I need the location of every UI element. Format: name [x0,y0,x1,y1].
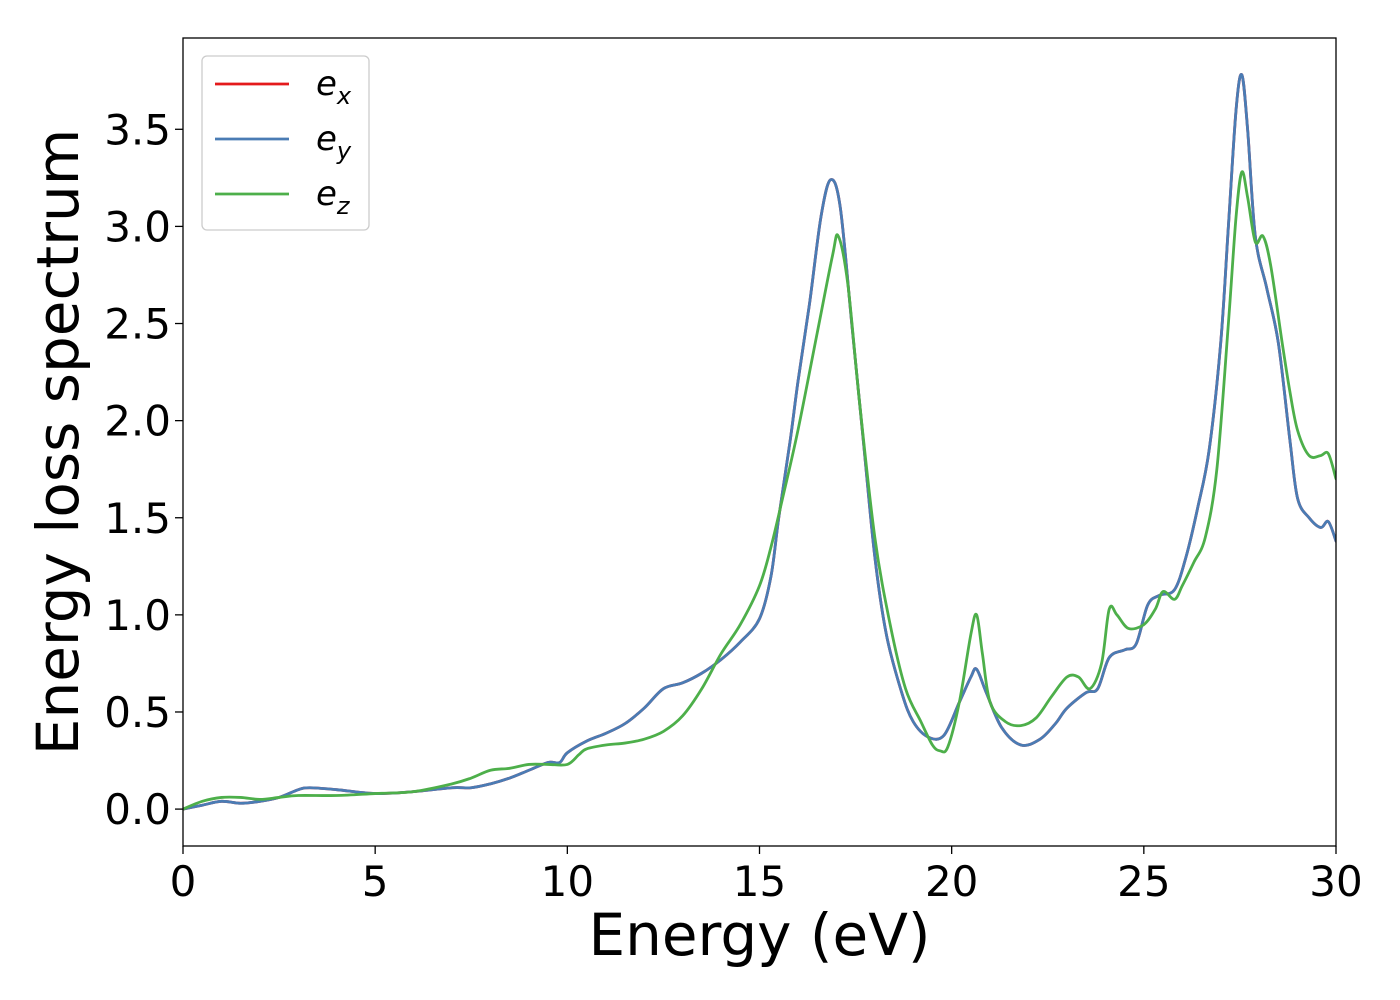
legend-label-y: ey [316,119,352,165]
x-axis-label: Energy (eV) [588,901,930,969]
y-tick-label: 3.0 [104,202,171,251]
x-tick-label: 10 [541,857,594,906]
x-tick-label: 20 [925,857,978,906]
x-tick-label: 15 [733,857,786,906]
x-tick-label: 30 [1309,857,1362,906]
legend-label-base: e [316,174,337,214]
legend-label-subscript: z [336,192,351,220]
x-tick-label: 25 [1117,857,1170,906]
legend-label-subscript: x [336,82,352,110]
y-tick-label: 0.0 [104,785,171,834]
legend-label-base: e [316,64,337,104]
y-axis-label: Energy loss spectrum [24,129,92,755]
series-line-y [183,73,1336,811]
y-tick-label: 1.5 [104,494,171,543]
series-line-z [183,170,1336,811]
y-tick-label: 2.0 [104,397,171,446]
x-tick-label: 0 [170,857,197,906]
legend-box [201,55,370,231]
y-axis: 0.0 0.5 1.0 1.5 2.0 2.5 3.0 3.5 [104,105,183,834]
y-tick-label: 0.5 [104,688,171,737]
legend-label-subscript: y [336,137,352,165]
y-tick-label: 1.0 [104,591,171,640]
legend-label-x: ex [316,64,352,110]
legend-label-base: e [316,119,337,159]
x-tick-label: 5 [362,857,389,906]
series-lines [183,73,1336,811]
x-axis: 0 5 10 15 20 25 30 [170,846,1363,906]
y-tick-label: 3.5 [104,105,171,154]
legend-label-z: ez [316,174,351,220]
y-tick-label: 2.5 [104,300,171,349]
